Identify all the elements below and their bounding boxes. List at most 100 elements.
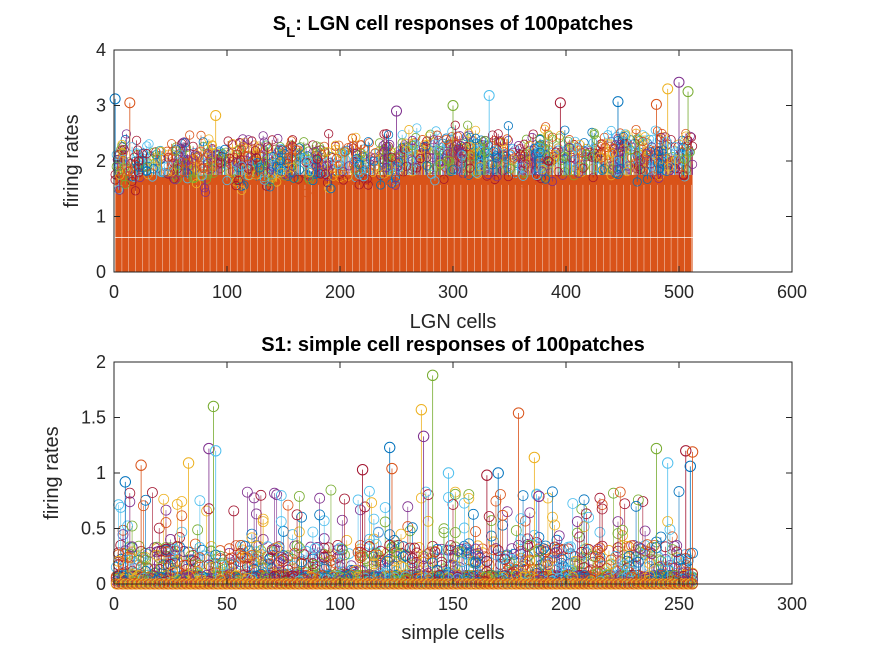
stem-marker xyxy=(631,124,641,135)
stem-marker xyxy=(442,155,452,165)
stem-marker xyxy=(359,172,369,182)
stem-marker xyxy=(251,153,261,163)
stem-marker xyxy=(400,138,411,148)
stem-marker xyxy=(379,129,389,139)
stem-marker xyxy=(220,144,230,155)
stem-marker xyxy=(302,188,312,198)
stem-marker xyxy=(544,131,554,141)
stem-marker xyxy=(338,169,348,179)
stem-marker xyxy=(250,508,262,520)
stem-marker xyxy=(612,96,624,108)
x-tick-label: 500 xyxy=(664,282,694,302)
stem-marker xyxy=(509,153,519,163)
stem-marker xyxy=(111,161,121,172)
stem-marker xyxy=(180,138,190,148)
stem-marker xyxy=(537,166,547,176)
stem-marker xyxy=(337,147,347,157)
stem-marker xyxy=(525,140,535,151)
stem-marker xyxy=(522,159,533,169)
stem-marker xyxy=(339,147,350,157)
stem-marker xyxy=(222,175,232,186)
stem-marker xyxy=(682,141,692,151)
stem-marker xyxy=(487,130,498,140)
stem-marker xyxy=(332,153,342,163)
stem-marker xyxy=(130,159,141,169)
x-tick-label: 600 xyxy=(777,282,807,302)
stem-marker xyxy=(177,139,187,149)
stem-marker xyxy=(534,147,544,157)
stem-marker xyxy=(170,174,180,185)
stem-marker xyxy=(192,524,204,536)
stem-marker xyxy=(144,139,154,149)
stem-marker xyxy=(226,156,237,166)
stem-marker xyxy=(611,140,621,150)
stem-marker xyxy=(302,151,312,161)
stem-marker xyxy=(239,180,249,190)
stem-marker xyxy=(303,156,313,166)
stem-marker xyxy=(506,164,516,174)
stem-marker xyxy=(541,174,551,184)
stem-marker xyxy=(572,142,582,152)
stem-marker xyxy=(579,138,589,148)
stem-marker xyxy=(201,505,213,517)
stem-marker xyxy=(541,122,551,132)
stem-marker xyxy=(266,153,276,163)
stem-marker xyxy=(233,175,243,186)
stem-marker xyxy=(138,148,148,158)
stem-marker xyxy=(450,120,460,130)
stem-marker xyxy=(634,136,645,146)
stem-marker xyxy=(503,121,513,131)
axes-top: 0 100 200 300 400 500 600 0 1 2 3 4 SL: LGN cell re… xyxy=(61,13,807,333)
stem-marker xyxy=(580,147,590,157)
stem-marker xyxy=(481,147,491,157)
stem-marker xyxy=(391,105,402,117)
stem-marker xyxy=(406,522,418,534)
stem-marker xyxy=(607,148,617,158)
stem-marker xyxy=(321,160,332,170)
stem-marker xyxy=(516,153,526,164)
stem-marker xyxy=(571,143,581,153)
stem-marker xyxy=(664,162,674,172)
stem-marker xyxy=(354,159,364,170)
stem-marker xyxy=(595,152,605,162)
stem-marker xyxy=(284,162,294,172)
stem-marker xyxy=(482,171,492,181)
stem-marker xyxy=(671,154,681,164)
stem-marker xyxy=(197,171,207,181)
stem-marker xyxy=(167,139,177,149)
stem-marker xyxy=(569,171,579,181)
ylabel-top: firing rates xyxy=(61,114,83,207)
stem-marker xyxy=(277,145,287,155)
stem-marker xyxy=(559,151,569,161)
x-tick-label: 0 xyxy=(109,282,119,302)
stem-marker xyxy=(413,149,423,159)
stem-marker xyxy=(376,180,386,190)
stem-marker xyxy=(181,158,191,168)
stem-marker xyxy=(185,130,195,140)
stem-marker xyxy=(492,157,502,167)
stem-marker xyxy=(271,489,283,501)
stem-marker xyxy=(363,137,373,147)
stem-marker xyxy=(490,174,500,185)
stem-marker xyxy=(682,86,694,98)
stem-marker xyxy=(287,135,298,145)
stem-marker xyxy=(191,178,202,189)
stem-marker xyxy=(660,132,671,142)
stem-marker xyxy=(641,150,651,160)
stem-marker xyxy=(394,157,404,167)
y-tick-label: 2 xyxy=(96,151,106,171)
stem-marker xyxy=(272,162,282,172)
stem-marker xyxy=(276,168,286,178)
stem-marker xyxy=(646,147,656,157)
stem-marker xyxy=(441,134,451,145)
stem-marker xyxy=(276,144,286,154)
stem-marker xyxy=(179,137,189,147)
stem-marker xyxy=(364,138,374,148)
stem-marker xyxy=(574,139,585,149)
stem-marker xyxy=(363,180,373,190)
stem-marker xyxy=(109,93,121,105)
stem-marker xyxy=(295,142,306,152)
stem-marker xyxy=(570,136,580,146)
stem-marker xyxy=(464,128,474,138)
stem-marker xyxy=(255,163,265,173)
